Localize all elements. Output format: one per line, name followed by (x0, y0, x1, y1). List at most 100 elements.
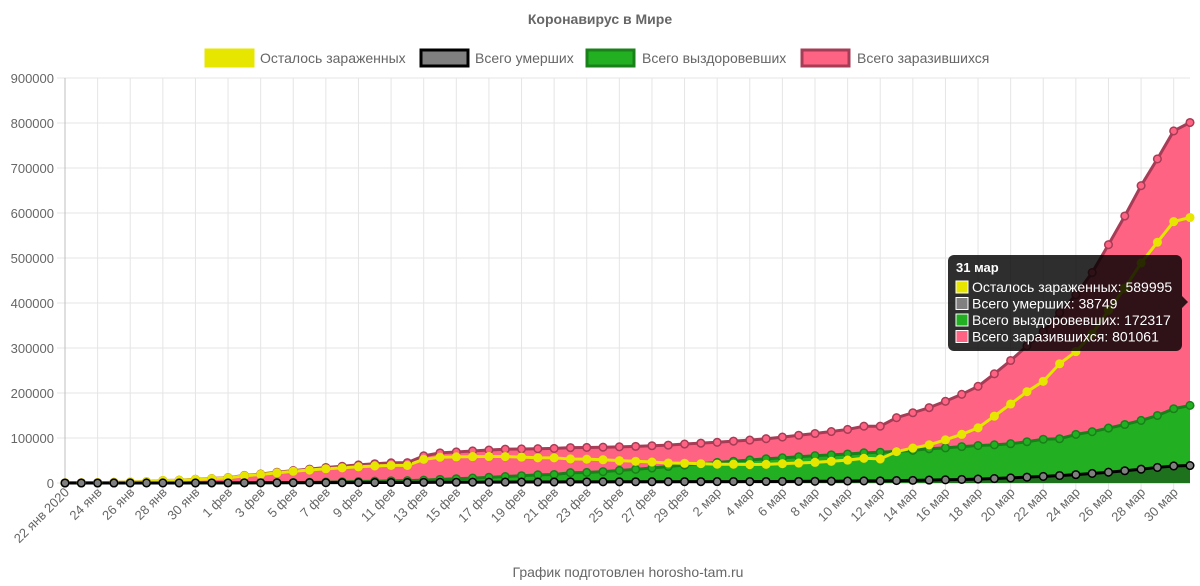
point-total-infected[interactable] (631, 441, 641, 451)
point-total-infected[interactable] (745, 435, 755, 445)
point-active[interactable] (1038, 376, 1048, 386)
point-active[interactable] (973, 423, 983, 433)
point-total-infected[interactable] (1103, 240, 1114, 250)
point-deaths[interactable] (826, 476, 836, 486)
point-deaths[interactable] (728, 477, 739, 487)
point-deaths[interactable] (158, 478, 168, 488)
point-deaths[interactable] (680, 477, 690, 487)
point-total-infected[interactable] (1120, 211, 1130, 221)
point-active[interactable] (435, 452, 445, 462)
point-total-infected[interactable] (1185, 117, 1195, 128)
point-active[interactable] (614, 456, 624, 466)
point-total-infected[interactable] (1169, 126, 1179, 136)
point-total-infected[interactable] (549, 443, 559, 453)
point-recovered[interactable] (957, 442, 967, 452)
point-recovered[interactable] (1169, 404, 1179, 414)
point-deaths[interactable] (1006, 473, 1016, 483)
point-total-infected[interactable] (859, 421, 869, 431)
point-deaths[interactable] (321, 478, 331, 488)
point-total-infected[interactable] (908, 408, 918, 418)
point-active[interactable] (353, 462, 364, 472)
point-total-infected[interactable] (875, 421, 885, 431)
point-deaths[interactable] (402, 477, 412, 488)
point-active[interactable] (370, 461, 380, 471)
point-active[interactable] (647, 457, 657, 467)
point-active[interactable] (663, 458, 673, 468)
point-active[interactable] (761, 459, 771, 469)
point-deaths[interactable] (256, 478, 266, 488)
point-total-infected[interactable] (973, 381, 983, 391)
point-active[interactable] (484, 451, 494, 462)
point-active[interactable] (794, 458, 804, 468)
point-active[interactable] (533, 453, 543, 463)
point-active[interactable] (419, 454, 429, 464)
point-deaths[interactable] (174, 478, 184, 488)
point-deaths[interactable] (305, 478, 315, 488)
point-active[interactable] (549, 453, 559, 463)
point-deaths[interactable] (353, 478, 364, 488)
point-recovered[interactable] (1185, 400, 1195, 411)
point-total-infected[interactable] (565, 443, 575, 453)
point-total-infected[interactable] (728, 436, 739, 446)
point-active[interactable] (305, 465, 315, 475)
point-active[interactable] (582, 454, 592, 464)
point-deaths[interactable] (1169, 461, 1179, 471)
point-recovered[interactable] (1006, 439, 1016, 449)
point-deaths[interactable] (582, 477, 592, 487)
point-total-infected[interactable] (1136, 181, 1146, 191)
point-total-infected[interactable] (500, 444, 510, 454)
point-deaths[interactable] (190, 478, 200, 488)
point-recovered[interactable] (989, 440, 999, 450)
point-total-infected[interactable] (826, 426, 836, 437)
point-recovered[interactable] (973, 441, 983, 451)
point-deaths[interactable] (761, 476, 771, 487)
point-recovered[interactable] (565, 468, 575, 478)
point-deaths[interactable] (125, 478, 135, 488)
point-active[interactable] (1055, 359, 1065, 369)
point-active[interactable] (696, 459, 706, 469)
point-deaths[interactable] (93, 478, 103, 488)
point-deaths[interactable] (875, 476, 885, 486)
point-active[interactable] (468, 452, 478, 462)
point-deaths[interactable] (859, 476, 869, 486)
point-recovered[interactable] (549, 469, 559, 480)
point-recovered[interactable] (582, 467, 592, 478)
point-deaths[interactable] (207, 478, 217, 488)
point-deaths[interactable] (973, 474, 983, 484)
point-total-infected[interactable] (1152, 154, 1162, 164)
legend-item[interactable]: Всего умерших (419, 48, 574, 68)
point-deaths[interactable] (924, 475, 934, 485)
legend[interactable]: Осталось зараженных Всего умерших Всего вы… (204, 48, 989, 68)
point-recovered[interactable] (1103, 423, 1114, 433)
point-deaths[interactable] (712, 477, 722, 487)
point-deaths[interactable] (614, 477, 624, 487)
point-deaths[interactable] (1152, 462, 1162, 472)
point-deaths[interactable] (451, 477, 461, 487)
point-total-infected[interactable] (891, 413, 902, 423)
point-deaths[interactable] (1103, 467, 1114, 477)
point-recovered[interactable] (1136, 415, 1146, 426)
point-deaths[interactable] (989, 474, 999, 484)
point-active[interactable] (386, 460, 396, 470)
point-active[interactable] (859, 453, 869, 463)
point-active[interactable] (500, 451, 510, 462)
point-deaths[interactable] (141, 478, 152, 488)
point-deaths[interactable] (288, 478, 298, 488)
legend-item[interactable]: Всего выздоровевших (585, 48, 786, 68)
point-deaths[interactable] (957, 474, 967, 484)
point-active[interactable] (565, 454, 575, 464)
point-total-infected[interactable] (761, 434, 771, 444)
point-deaths[interactable] (1120, 466, 1130, 476)
point-active[interactable] (745, 459, 755, 470)
point-deaths[interactable] (468, 477, 478, 487)
point-deaths[interactable] (549, 477, 559, 487)
point-active[interactable] (631, 456, 641, 466)
point-active[interactable] (940, 435, 950, 445)
point-total-infected[interactable] (516, 444, 527, 454)
point-active[interactable] (402, 460, 412, 470)
point-deaths[interactable] (663, 477, 673, 487)
point-active[interactable] (1152, 237, 1162, 247)
point-deaths[interactable] (386, 477, 396, 488)
point-deaths[interactable] (794, 476, 804, 486)
point-active[interactable] (908, 443, 918, 453)
